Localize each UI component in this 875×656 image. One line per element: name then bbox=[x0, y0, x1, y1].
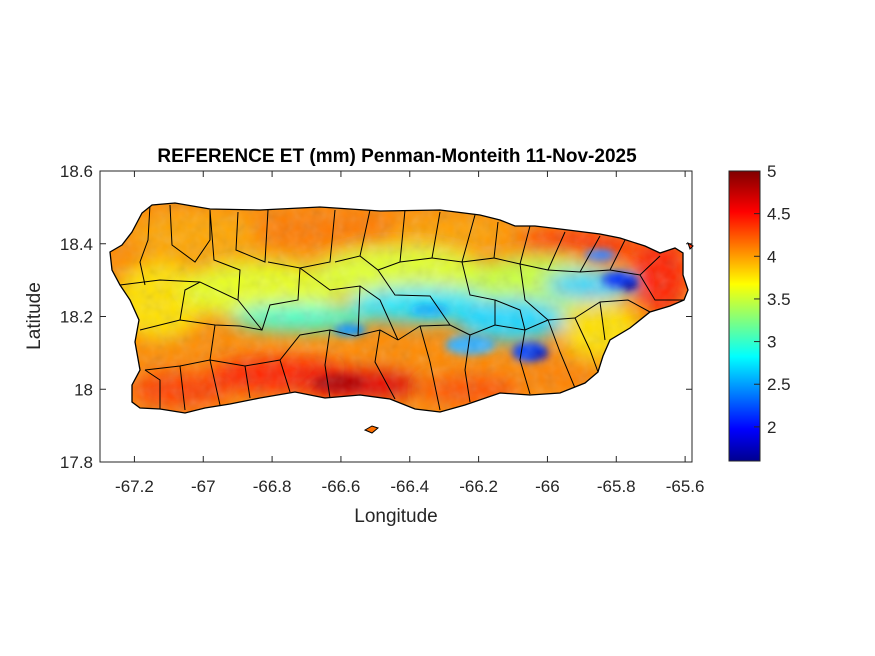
y-tick-label: 17.8 bbox=[60, 453, 93, 472]
colorbar-ticks: 5 4.5 4 3.5 3 2.5 2 bbox=[754, 162, 791, 437]
y-tick-label: 18.4 bbox=[60, 235, 93, 254]
x-tick-label: -66 bbox=[535, 477, 560, 496]
colorbar-tick-label: 4.5 bbox=[767, 205, 791, 224]
x-tick-label: -67 bbox=[191, 477, 216, 496]
x-tick-label: -65.6 bbox=[666, 477, 705, 496]
x-tick-label: -66.2 bbox=[459, 477, 498, 496]
y-tick-label: 18.6 bbox=[60, 162, 93, 181]
map-title: REFERENCE ET (mm) Penman-Monteith 11-Nov… bbox=[157, 146, 637, 167]
colorbar: 5 4.5 4 3.5 3 2.5 2 bbox=[728, 162, 791, 462]
et-heatmap bbox=[109, 202, 694, 434]
x-tick-label: -66.4 bbox=[390, 477, 429, 496]
colorbar-tick-label: 5 bbox=[767, 162, 776, 181]
municipality-boundaries bbox=[119, 204, 684, 411]
colorbar-tick-label: 4 bbox=[767, 247, 776, 266]
y-ticks: 18.6 18.4 18.2 18 17.8 bbox=[60, 162, 692, 472]
x-axis-label: Longitude bbox=[354, 506, 437, 527]
colorbar-tick-label: 2.5 bbox=[767, 375, 791, 394]
x-tick-label: -67.2 bbox=[115, 477, 154, 496]
x-tick-label: -66.8 bbox=[253, 477, 292, 496]
colorbar-tick-label: 2 bbox=[767, 418, 776, 437]
x-ticks: -67.2 -67 -66.8 -66.6 -66.4 -66.2 -66 -65.8 -65.… bbox=[115, 171, 704, 496]
x-tick-label: -65.8 bbox=[597, 477, 636, 496]
colorbar-tick-label: 3.5 bbox=[767, 290, 791, 309]
y-tick-label: 18.2 bbox=[60, 308, 93, 327]
x-tick-label: -66.6 bbox=[322, 477, 361, 496]
y-tick-label: 18 bbox=[74, 380, 93, 399]
y-axis-label: Latitude bbox=[24, 282, 45, 350]
colorbar-gradient bbox=[728, 170, 761, 462]
colorbar-tick-label: 3 bbox=[767, 333, 776, 352]
